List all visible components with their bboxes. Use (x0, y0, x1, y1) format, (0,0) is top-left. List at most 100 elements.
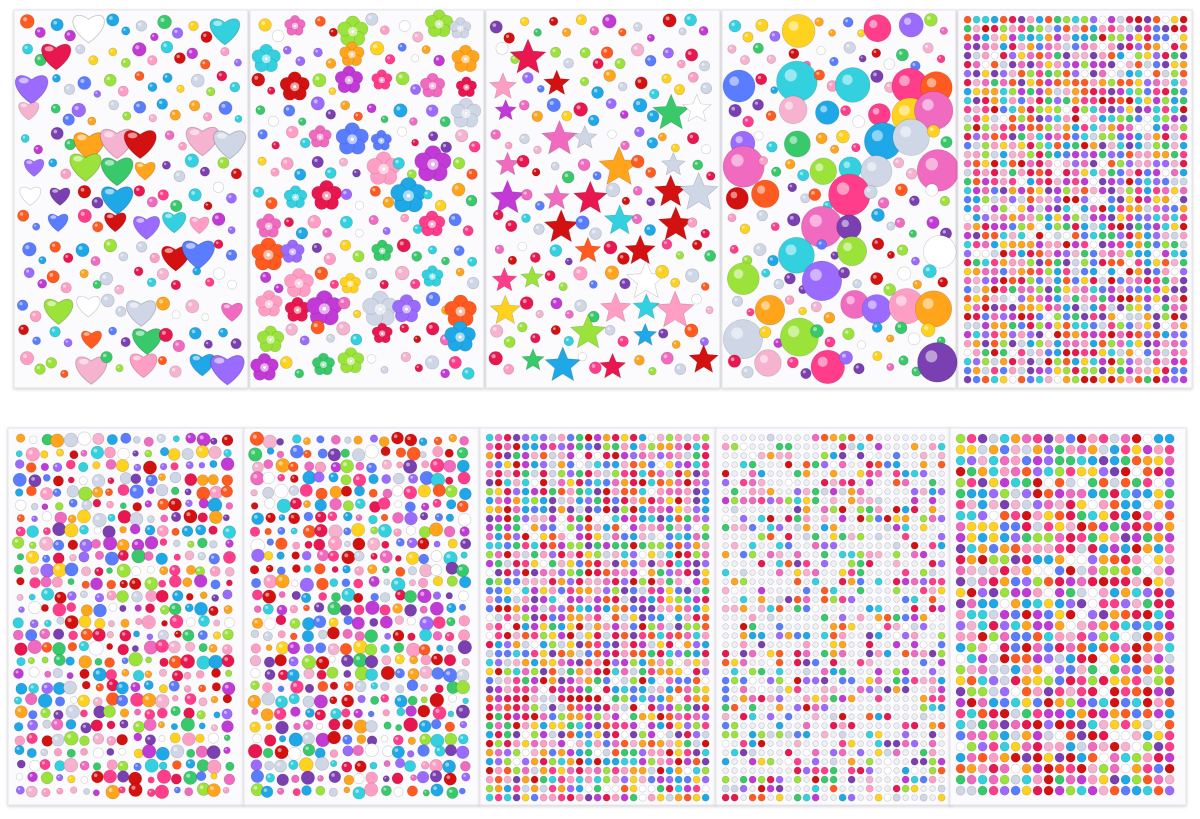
round-gem (1044, 15, 1053, 24)
round-gem (631, 213, 643, 225)
highlight (888, 252, 891, 255)
round-gem (530, 784, 539, 793)
round-gem (434, 513, 444, 522)
round-gem (117, 549, 129, 561)
round-gem (503, 730, 512, 739)
round-gem (1089, 303, 1098, 312)
highlight (647, 57, 651, 61)
round-gem (353, 592, 364, 603)
round-gem (1179, 105, 1188, 114)
round-gem (981, 78, 990, 87)
round-gem (1062, 303, 1071, 312)
round-gem (519, 133, 530, 145)
round-gem (674, 703, 683, 712)
round-gem (119, 526, 127, 534)
round-gem (701, 649, 710, 658)
round-gem (611, 712, 620, 721)
highlight (818, 47, 821, 51)
round-gem (1098, 78, 1107, 87)
round-gem (566, 577, 575, 586)
round-gem (354, 760, 367, 773)
round-gem (1026, 105, 1035, 114)
round-gem (656, 532, 665, 541)
round-gem (155, 746, 170, 761)
highlight (56, 594, 61, 598)
round-gem (503, 336, 516, 348)
round-gem (1125, 141, 1134, 150)
highlight (106, 489, 110, 493)
round-gem (395, 265, 410, 281)
highlight (786, 297, 790, 301)
round-gem (443, 459, 457, 473)
round-gem (629, 613, 638, 622)
highlight (52, 105, 56, 109)
highlight (120, 787, 123, 790)
round-gem (1152, 168, 1161, 177)
round-gem (674, 532, 683, 541)
round-gem (674, 460, 683, 469)
flower-gem (362, 290, 399, 326)
highlight (706, 252, 711, 256)
round-gem (1080, 114, 1089, 123)
round-gem (132, 450, 139, 457)
highlight (23, 17, 28, 22)
highlight (187, 435, 191, 439)
highlight (397, 591, 401, 596)
flower-gem (371, 69, 393, 90)
round-gem (1143, 78, 1152, 87)
round-gem (521, 213, 531, 223)
round-gem (144, 758, 159, 773)
highlight (343, 657, 348, 661)
round-gem (186, 565, 196, 575)
sticker-sheet (721, 9, 960, 389)
round-gem (584, 640, 593, 649)
highlight (80, 434, 85, 439)
round-gem (1026, 231, 1035, 240)
round-gem (494, 775, 503, 784)
round-gem (170, 773, 182, 785)
round-gem (963, 231, 972, 240)
round-gem (779, 317, 819, 357)
round-gem (647, 586, 656, 595)
round-gem (1080, 231, 1089, 240)
round-gem (221, 654, 235, 668)
round-gem (518, 100, 530, 111)
round-gem (972, 312, 981, 321)
highlight (199, 686, 203, 689)
highlight (578, 218, 583, 223)
round-gem (233, 58, 242, 67)
highlight (171, 658, 176, 662)
highlight (522, 299, 527, 304)
round-gem (328, 655, 336, 663)
round-gem (1098, 366, 1107, 375)
round-gem (999, 285, 1008, 294)
round-gem (656, 766, 665, 775)
round-gem (521, 550, 530, 559)
highlight (535, 147, 538, 150)
round-gem (1161, 339, 1170, 348)
round-gem (301, 655, 317, 670)
round-gem (787, 356, 799, 369)
round-gem (692, 775, 701, 784)
highlight (702, 284, 706, 287)
round-gem (692, 757, 701, 766)
round-gem (1053, 222, 1062, 231)
round-gem (1062, 141, 1071, 150)
round-gem (539, 505, 548, 514)
round-gem (963, 204, 972, 213)
round-gem (593, 604, 602, 613)
round-gem (208, 605, 219, 617)
round-gem (301, 785, 312, 796)
highlight (95, 670, 100, 675)
round-gem (638, 478, 647, 487)
round-gem (701, 784, 710, 793)
highlight (446, 554, 451, 559)
highlight (896, 219, 900, 223)
round-gem (445, 592, 453, 600)
round-gem (1143, 24, 1152, 33)
round-gem (490, 129, 501, 140)
round-gem (800, 367, 812, 380)
highlight (107, 502, 111, 505)
round-gem (1071, 150, 1080, 159)
round-gem (665, 703, 674, 712)
